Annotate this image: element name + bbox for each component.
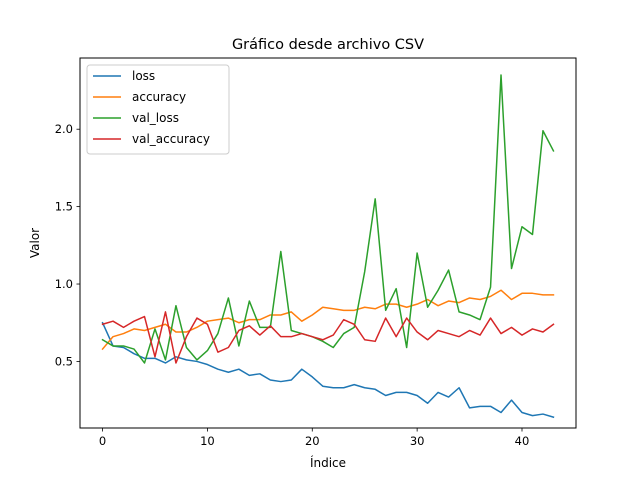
x-tick-label: 10	[200, 434, 215, 448]
legend-box	[86, 64, 230, 155]
x-tick-label: 40	[515, 434, 530, 448]
series-line-val-accuracy	[101, 311, 555, 364]
y-tick-label: 0.5	[55, 354, 73, 368]
legend-label-val-loss: val_loss	[132, 111, 179, 125]
x-axis-label: Índice	[310, 455, 346, 470]
series-line-val-loss	[101, 74, 555, 364]
y-tick-label: 2.0	[55, 122, 73, 136]
x-axis-ticks: 0 10 20 30 40	[99, 428, 529, 448]
y-axis-label: Valor	[28, 228, 42, 258]
x-tick-label: 20	[305, 434, 320, 448]
chart-title: Gráfico desde archivo CSV	[232, 37, 424, 53]
legend-label-accuracy: accuracy	[132, 90, 186, 104]
legend-label-val-accuracy: val_accuracy	[132, 132, 210, 146]
legend: loss accuracy val_loss val_accuracy	[86, 64, 230, 155]
y-tick-label: 1.0	[55, 277, 73, 291]
y-tick-label: 1.5	[55, 200, 73, 214]
axes-frame	[79, 57, 577, 429]
series-line-accuracy	[101, 289, 555, 351]
plot-area	[101, 74, 555, 419]
y-axis-ticks: 0.5 1.0 1.5 2.0	[55, 122, 80, 368]
legend-label-loss: loss	[132, 69, 155, 83]
x-tick-label: 0	[99, 434, 106, 448]
x-tick-label: 30	[410, 434, 425, 448]
